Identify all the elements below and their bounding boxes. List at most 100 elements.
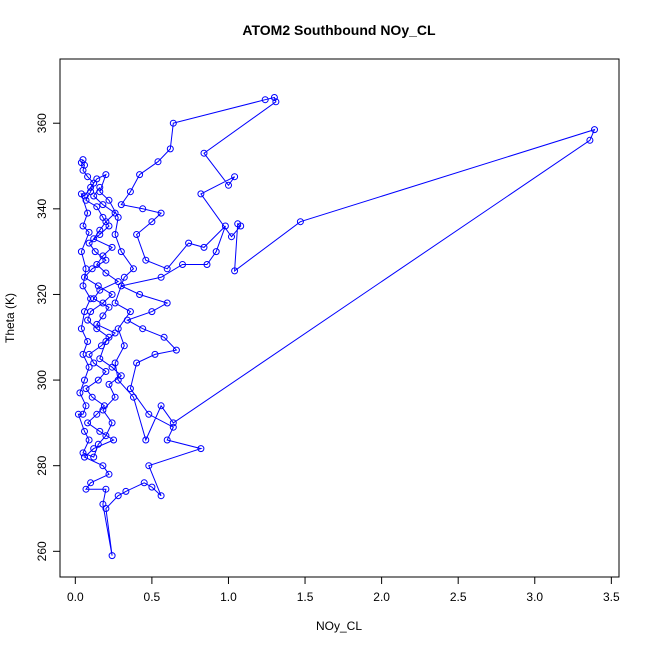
data-point xyxy=(84,419,92,427)
plot-area xyxy=(74,94,598,560)
data-point xyxy=(96,427,104,435)
data-point xyxy=(157,209,165,217)
data-point xyxy=(120,273,128,281)
data-point xyxy=(126,385,134,393)
data-point xyxy=(84,209,92,217)
data-point xyxy=(148,218,156,226)
data-point xyxy=(93,175,101,183)
data-point xyxy=(77,190,85,198)
data-point xyxy=(81,453,88,461)
data-point xyxy=(179,261,186,268)
data-point xyxy=(154,158,162,166)
data-point xyxy=(97,342,105,350)
data-point xyxy=(82,402,90,410)
data-point xyxy=(117,201,125,209)
data-point xyxy=(200,149,208,157)
data-point xyxy=(102,338,110,345)
data-point xyxy=(231,267,239,275)
data-point xyxy=(111,299,119,307)
x-tick-label: 3.5 xyxy=(603,590,620,604)
data-point xyxy=(142,256,150,264)
data-point xyxy=(122,487,130,495)
data-point xyxy=(79,222,87,230)
data-point xyxy=(117,248,125,256)
data-point xyxy=(231,173,239,181)
y-axis: 260 280 300 320 340 360 xyxy=(35,113,60,561)
y-tick-label: 360 xyxy=(35,113,49,133)
data-point xyxy=(105,380,113,388)
x-tick-label: 2.0 xyxy=(373,590,390,604)
data-point xyxy=(85,239,93,247)
data-point xyxy=(88,393,96,401)
data-point xyxy=(145,410,153,418)
data-point xyxy=(108,243,116,251)
data-point xyxy=(100,402,108,410)
x-tick-label: 0.5 xyxy=(144,590,161,604)
data-point xyxy=(82,196,90,204)
data-point xyxy=(96,286,104,294)
data-point xyxy=(197,445,205,453)
data-point xyxy=(130,265,137,273)
data-point xyxy=(261,96,269,104)
series-line xyxy=(77,96,596,556)
series-points xyxy=(74,94,598,560)
data-point xyxy=(200,243,208,251)
data-point xyxy=(111,231,119,238)
data-point xyxy=(111,209,119,217)
data-point xyxy=(102,368,110,375)
x-axis: 0.0 0.5 1.0 1.5 2.0 2.5 3.0 3.5 xyxy=(67,577,620,604)
data-point xyxy=(79,282,87,290)
data-point xyxy=(81,161,88,169)
data-point xyxy=(169,423,177,431)
data-point xyxy=(110,436,118,444)
data-point xyxy=(105,470,113,478)
data-point xyxy=(90,359,98,367)
data-point xyxy=(102,218,110,226)
data-point xyxy=(163,299,171,307)
x-tick-label: 0.0 xyxy=(67,590,84,604)
data-point xyxy=(108,291,116,298)
data-point xyxy=(102,269,110,277)
data-point xyxy=(225,181,232,189)
chart-title: ATOM2 Southbound NOy_CL xyxy=(242,22,436,38)
data-point xyxy=(126,188,134,196)
data-point xyxy=(148,308,156,316)
data-point xyxy=(136,291,144,298)
x-tick-label: 1.5 xyxy=(297,590,314,604)
data-point xyxy=(172,346,180,354)
data-point xyxy=(139,325,147,333)
y-tick-label: 280 xyxy=(35,455,49,475)
plot-frame xyxy=(59,58,620,578)
data-point xyxy=(99,312,107,320)
data-point xyxy=(93,261,101,268)
data-point xyxy=(157,402,165,410)
data-point xyxy=(87,183,95,191)
data-point xyxy=(272,98,280,106)
data-point xyxy=(133,359,141,367)
data-point xyxy=(82,385,90,393)
y-tick-label: 300 xyxy=(35,370,49,390)
data-point xyxy=(169,419,177,427)
data-point xyxy=(94,282,102,290)
data-point xyxy=(157,273,165,281)
data-point xyxy=(228,233,235,241)
data-point xyxy=(87,479,95,487)
data-point xyxy=(79,350,87,358)
data-point xyxy=(126,308,134,316)
data-point xyxy=(102,171,110,179)
data-point xyxy=(114,278,122,286)
data-point xyxy=(166,145,174,153)
data-point xyxy=(212,248,220,256)
data-point xyxy=(296,218,304,226)
data-point xyxy=(151,350,159,358)
data-point xyxy=(94,440,102,448)
data-point xyxy=(591,126,598,134)
data-point xyxy=(90,445,98,453)
data-point xyxy=(96,183,104,191)
x-tick-label: 3.0 xyxy=(526,590,543,604)
data-point xyxy=(203,261,211,268)
data-point xyxy=(74,410,82,418)
data-point xyxy=(90,453,98,461)
data-point xyxy=(82,485,90,493)
